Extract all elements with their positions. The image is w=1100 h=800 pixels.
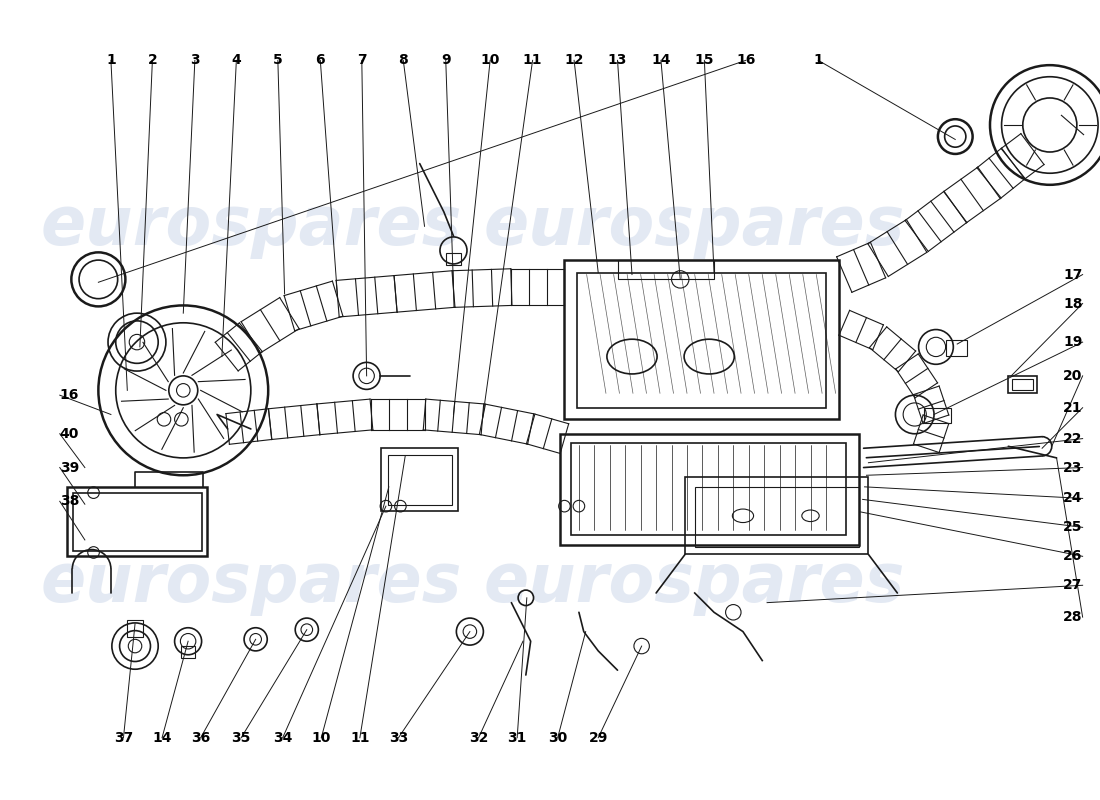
Text: 14: 14 (651, 54, 671, 67)
Text: 4: 4 (231, 54, 241, 67)
Text: 40: 40 (59, 426, 79, 441)
Text: eurospares: eurospares (484, 550, 905, 616)
Text: 2: 2 (147, 54, 157, 67)
FancyArrowPatch shape (867, 446, 1040, 458)
Text: 25: 25 (1063, 520, 1082, 534)
Bar (74, 493, 201, 550)
Bar (1012, 378, 1033, 390)
Bar (67, 487, 208, 556)
Text: 30: 30 (548, 730, 568, 745)
Text: 11: 11 (522, 54, 542, 67)
Bar (560, 434, 859, 545)
Text: 6: 6 (316, 54, 326, 67)
Text: 22: 22 (1063, 431, 1082, 446)
Text: 16: 16 (59, 388, 79, 402)
Text: 39: 39 (59, 461, 79, 474)
Text: 32: 32 (469, 730, 488, 745)
Bar (381, 448, 459, 511)
Text: 11: 11 (350, 730, 370, 745)
Text: 37: 37 (113, 730, 133, 745)
Text: 27: 27 (1064, 578, 1082, 592)
Text: 15: 15 (694, 54, 714, 67)
Text: 19: 19 (1064, 335, 1082, 349)
Bar (695, 487, 859, 546)
Text: 14: 14 (152, 730, 172, 745)
Text: 7: 7 (358, 54, 366, 67)
Text: 1: 1 (813, 54, 823, 67)
Text: 12: 12 (564, 54, 584, 67)
Text: 9: 9 (441, 54, 451, 67)
Text: eurospares: eurospares (40, 194, 462, 259)
Text: 28: 28 (1063, 610, 1082, 624)
Bar (128, 620, 143, 638)
Text: eurospares: eurospares (484, 194, 905, 259)
Text: 23: 23 (1064, 461, 1082, 474)
Text: 16: 16 (736, 54, 756, 67)
Text: 31: 31 (507, 730, 527, 745)
Bar (388, 455, 451, 505)
Bar (617, 260, 714, 279)
Text: 10: 10 (481, 54, 499, 67)
Text: 34: 34 (273, 730, 293, 745)
Bar (182, 646, 195, 658)
Text: 10: 10 (311, 730, 331, 745)
Text: 5: 5 (273, 54, 283, 67)
Bar (1009, 376, 1037, 394)
Text: 26: 26 (1064, 550, 1082, 563)
Text: 8: 8 (398, 54, 408, 67)
Text: 38: 38 (59, 494, 79, 508)
Bar (685, 477, 868, 554)
Text: 29: 29 (588, 730, 608, 745)
Text: 13: 13 (608, 54, 627, 67)
Text: 35: 35 (231, 730, 251, 745)
Bar (571, 443, 846, 535)
Bar (946, 340, 967, 356)
Text: 17: 17 (1064, 267, 1082, 282)
Bar (924, 408, 952, 423)
Text: 3: 3 (190, 54, 200, 67)
Text: 33: 33 (388, 730, 408, 745)
Text: 36: 36 (191, 730, 210, 745)
Text: 21: 21 (1063, 401, 1082, 414)
Text: 24: 24 (1063, 491, 1082, 506)
Text: 18: 18 (1063, 297, 1082, 310)
Bar (578, 273, 826, 408)
Bar (564, 260, 839, 419)
Text: 1: 1 (106, 54, 116, 67)
Text: eurospares: eurospares (40, 550, 462, 616)
Bar (446, 254, 461, 265)
Text: 20: 20 (1064, 369, 1082, 383)
